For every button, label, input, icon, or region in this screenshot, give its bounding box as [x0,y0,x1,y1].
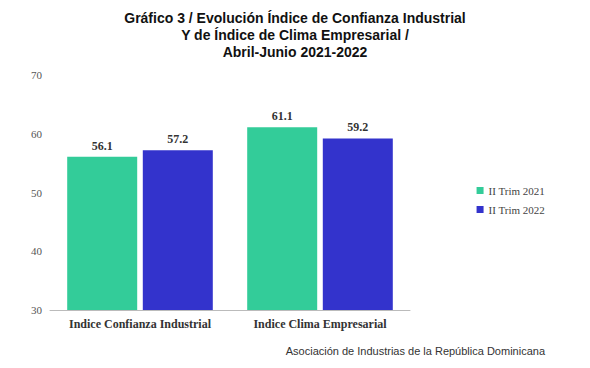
svg-text:Asociación de Industrias de la: Asociación de Industrias de la República… [286,345,546,357]
svg-text:60: 60 [31,128,43,140]
svg-text:Abril-Junio 2021-2022: Abril-Junio 2021-2022 [223,44,368,60]
svg-text:Indice Confianza Industrial: Indice Confianza Industrial [69,317,212,331]
svg-text:70: 70 [31,69,43,81]
svg-text:40: 40 [31,245,43,257]
svg-text:61.1: 61.1 [272,109,293,123]
svg-text:II Trim 2022: II Trim 2022 [489,204,545,216]
svg-text:II Trim 2021: II Trim 2021 [489,185,545,197]
svg-text:59.2: 59.2 [347,120,368,134]
svg-text:57.2: 57.2 [167,132,188,146]
svg-text:Indice Clima Empresarial: Indice Clima Empresarial [253,317,387,331]
svg-text:50: 50 [31,187,43,199]
svg-text:56.1: 56.1 [92,139,113,153]
svg-text:30: 30 [31,304,43,316]
svg-text:Gráfico 3 / Evolución Índice d: Gráfico 3 / Evolución Índice de Confianz… [124,10,466,26]
svg-text:Y de Índice de Clima Empresari: Y de Índice de Clima Empresarial / [181,27,409,43]
